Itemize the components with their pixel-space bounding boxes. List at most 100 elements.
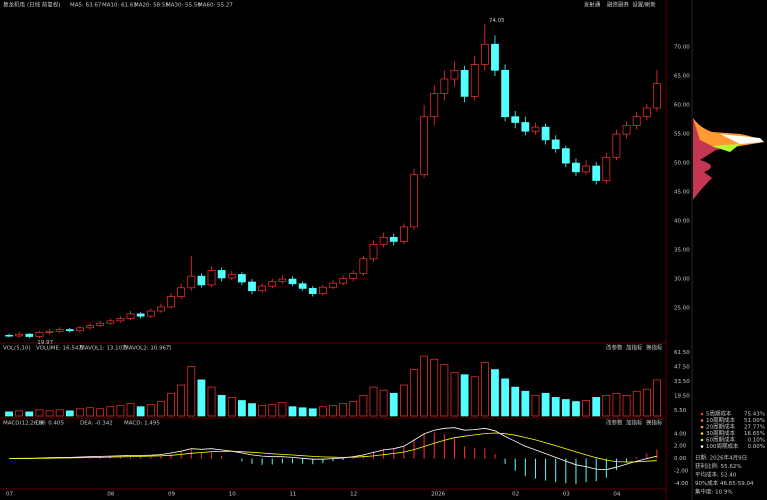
- cost-dot: [700, 432, 704, 435]
- candle-body: [480, 43, 489, 65]
- toolbar-button[interactable]: 融资融券: [607, 1, 630, 9]
- candle-body: [318, 286, 327, 294]
- volume-bar: [632, 390, 641, 417]
- volume-bar: [410, 369, 418, 417]
- candle-body: [501, 69, 509, 118]
- y-tick-label: 33.50: [674, 379, 690, 385]
- candle-body: [35, 332, 44, 337]
- cost-value: 16.65%: [744, 431, 765, 437]
- volume-bar: [622, 395, 631, 417]
- candle-body: [136, 313, 145, 317]
- cost-label: 20周期成本: [706, 423, 735, 431]
- volume-bar: [25, 411, 34, 417]
- toolbar-button[interactable]: 设置/刷新: [632, 1, 656, 9]
- cost-distribution-peak: [720, 134, 764, 144]
- candle-body: [561, 148, 570, 164]
- volume-bar: [592, 397, 601, 417]
- cost-label: 100周期成本: [706, 442, 739, 450]
- candle-body: [420, 116, 429, 176]
- candle-body: [217, 270, 226, 279]
- candle-body: [349, 272, 358, 279]
- pane-button[interactable]: 换指标: [646, 344, 663, 352]
- x-tick-label: 07: [6, 492, 13, 498]
- volume-bar: [207, 386, 216, 417]
- cost-dot: [700, 412, 704, 416]
- volume-bar: [55, 409, 64, 417]
- candle-body: [197, 275, 206, 286]
- candle-body: [572, 162, 580, 173]
- candle-body: [470, 64, 479, 97]
- cost-dot: [700, 419, 704, 422]
- volume-bar: [288, 406, 297, 417]
- volume-bar: [653, 379, 661, 417]
- candle-body: [632, 116, 641, 126]
- candle-body: [55, 329, 64, 332]
- candle-body: [440, 78, 449, 94]
- volume-bar: [440, 364, 449, 417]
- volume-bar: [298, 407, 307, 417]
- volume-bar: [521, 390, 530, 417]
- y-tick-label: 47.50: [674, 364, 690, 370]
- x-tick-label: 09: [168, 492, 175, 498]
- ma-value: MA10: 61.63: [102, 3, 137, 9]
- candle-body: [460, 69, 469, 97]
- ma-value: MA20: 58.55: [134, 3, 169, 9]
- x-tick-label: 11: [289, 492, 296, 498]
- candle-body: [430, 93, 439, 118]
- y-tick-label: 55.00: [674, 132, 690, 138]
- volume-bar: [480, 361, 489, 417]
- volume-bar: [572, 401, 580, 417]
- min-price-label: 19.97: [37, 340, 53, 346]
- volume-bar: [491, 369, 499, 417]
- candle-body: [653, 83, 661, 109]
- candle-body: [612, 133, 621, 158]
- candle-body: [5, 335, 13, 337]
- volume-bar: [501, 378, 509, 417]
- candle-body: [227, 274, 236, 279]
- pane-value: DEA: -0.342: [80, 421, 113, 427]
- volume-bar: [177, 384, 186, 417]
- volume-bar: [65, 410, 74, 417]
- volume-bar: [106, 406, 115, 417]
- volume-bar: [197, 379, 206, 417]
- volume-bar: [369, 386, 378, 417]
- cost-info: 日期: 2026年4月9日: [695, 454, 747, 462]
- pane-button[interactable]: 改参数: [606, 344, 623, 352]
- y-tick-label: 0.00: [674, 456, 687, 462]
- pane-button[interactable]: 改参数: [606, 419, 623, 427]
- volume-bar: [470, 376, 479, 417]
- pane-button[interactable]: 换指标: [646, 419, 663, 427]
- cost-info: 集中度: 10.9%: [695, 488, 733, 496]
- y-tick-label: 70.00: [674, 45, 690, 51]
- candle-body: [106, 320, 115, 324]
- candle-body: [187, 275, 196, 289]
- candle-body: [65, 329, 74, 332]
- pane-value: DIF: 0.405: [36, 421, 64, 427]
- pane-button[interactable]: 加指标: [626, 344, 643, 352]
- volume-bar: [187, 366, 196, 417]
- volume-bar: [450, 372, 459, 417]
- pane-button[interactable]: 加指标: [626, 419, 643, 427]
- toolbar-button[interactable]: 发射通: [584, 1, 601, 9]
- y-tick-label: 50.00: [674, 161, 690, 167]
- y-tick-label: 2.00: [674, 444, 687, 450]
- candle-body: [237, 274, 246, 283]
- candle-body: [369, 243, 378, 260]
- volume-bar: [329, 405, 337, 417]
- cost-value: 51.00%: [744, 418, 765, 424]
- candle-body: [379, 236, 388, 245]
- x-tick-label: 12: [350, 492, 357, 498]
- volume-bar: [349, 401, 358, 417]
- candle-body: [258, 285, 267, 292]
- candle-body: [76, 327, 84, 332]
- volume-bar: [237, 400, 246, 417]
- volume-bar: [339, 403, 348, 417]
- candle-body: [531, 126, 540, 132]
- cost-info: 90%成本 46.65-59.04: [695, 479, 754, 487]
- max-price-label: 74.05: [489, 18, 505, 24]
- y-tick-label: -2.00: [674, 468, 689, 474]
- cost-dot: [700, 445, 704, 448]
- cost-value: 0.00%: [748, 444, 765, 450]
- volume-bar: [420, 355, 429, 417]
